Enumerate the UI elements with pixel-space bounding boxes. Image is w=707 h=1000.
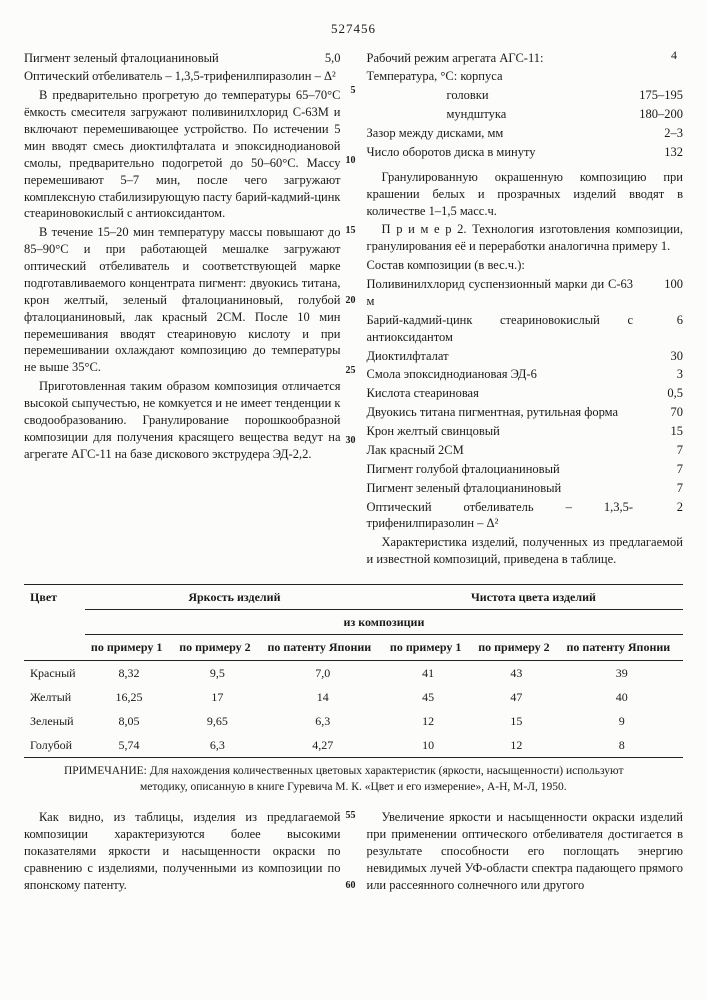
table-note: ПРИМЕЧАНИЕ: Для нахождения количественны… [64, 764, 683, 795]
th-b-japan: по патенту Японии [261, 635, 383, 660]
composition-title: Состав композиции (в вес.ч.): [367, 257, 684, 274]
para-lower-right: Увеличение яркости и насыщенности окраск… [367, 809, 684, 893]
para-granulation: Приготовленная таким образом композиция … [24, 378, 341, 462]
comp-6: Двуокись титана пигментная, рутильная фо… [367, 404, 684, 421]
th-from-composition: из композиции [85, 610, 683, 635]
cell-value: 41 [384, 660, 472, 685]
comp-11: Оптический отбеливатель – 1,3,5-трифенил… [367, 499, 684, 533]
table-row: Зеленый8,059,656,312159 [24, 709, 683, 733]
page-number: 4 [671, 47, 677, 63]
line-marker-20: 20 [346, 294, 356, 308]
th-purity: Чистота цвета изделий [384, 585, 683, 610]
th-p-ex1: по примеру 1 [384, 635, 472, 660]
cell-value: 9 [560, 709, 683, 733]
cell-value: 8 [560, 733, 683, 758]
upper-columns: 4 Пигмент зеленый фталоцианиновый 5,0 Оп… [24, 50, 683, 571]
table-row: Голубой5,746,34,2710128 [24, 733, 683, 758]
th-p-ex2: по примеру 2 [472, 635, 560, 660]
pigment-green-label: Пигмент зеленый фталоцианиновый [24, 50, 297, 67]
comp-9: Пигмент голубой фталоцианиновый7 [367, 461, 684, 478]
line-marker-5: 5 [351, 84, 356, 98]
note-label: ПРИМЕЧАНИЕ: [64, 765, 147, 777]
pigment-green-row: Пигмент зеленый фталоцианиновый 5,0 [24, 50, 341, 67]
lower-right-column: Увеличение яркости и насыщенности окраск… [367, 809, 684, 895]
comp-8: Лак красный 2СМ7 [367, 442, 684, 459]
ags-mode-title: Рабочий режим агрегата АГС-11: [367, 50, 684, 67]
comp-7: Крон желтый свинцовый15 [367, 423, 684, 440]
cell-color: Красный [24, 660, 85, 685]
th-p-japan: по патенту Японии [560, 635, 683, 660]
para-granulated: Гранулированную окрашенную композицию пр… [367, 169, 684, 220]
th-brightness: Яркость изделий [85, 585, 384, 610]
cell-color: Голубой [24, 733, 85, 758]
cell-value: 43 [472, 660, 560, 685]
cell-value: 47 [472, 685, 560, 709]
para-example2: П р и м е р 2. Технология изготовления к… [367, 221, 684, 255]
line-marker-55: 55 [346, 809, 356, 823]
cell-value: 6,3 [261, 709, 383, 733]
temp-corpus-label: Температура, °С: корпуса [367, 68, 684, 85]
lower-left-column: 55 Как видно, из таблицы, изделия из пре… [24, 809, 341, 895]
line-marker-15: 15 [346, 224, 356, 238]
comp-3: Диоктилфталат30 [367, 348, 684, 365]
line-marker-30: 30 [346, 434, 356, 448]
cell-value: 5,74 [85, 733, 173, 758]
cell-value: 15 [472, 709, 560, 733]
cell-value: 16,25 [85, 685, 173, 709]
cell-value: 39 [560, 660, 683, 685]
table-row: Красный8,329,57,0414339 [24, 660, 683, 685]
para-lower-left: Как видно, из таблицы, изделия из предла… [24, 809, 341, 893]
cell-value: 4,27 [261, 733, 383, 758]
temp-head-row: головки175–195 [367, 87, 684, 104]
comp-5: Кислота стеариновая0,5 [367, 385, 684, 402]
table-row: Желтый16,251714454740 [24, 685, 683, 709]
properties-table: Цвет Яркость изделий Чистота цвета издел… [24, 584, 683, 758]
line-marker-25: 25 [346, 364, 356, 378]
cell-value: 12 [384, 709, 472, 733]
cell-value: 6,3 [173, 733, 261, 758]
line-marker-10: 10 [346, 154, 356, 168]
table-body: Красный8,329,57,0414339Желтый16,25171445… [24, 660, 683, 758]
cell-value: 40 [560, 685, 683, 709]
line-marker-60: 60 [346, 879, 356, 893]
cell-value: 17 [173, 685, 261, 709]
cell-color: Зеленый [24, 709, 85, 733]
th-color: Цвет [24, 585, 85, 661]
comp-2: Барий-кадмий-цинк стеариновокислый с ант… [367, 312, 684, 346]
cell-value: 45 [384, 685, 472, 709]
comp-10: Пигмент зеленый фталоцианиновый7 [367, 480, 684, 497]
note-text: Для нахождения количественных цветовых х… [140, 765, 623, 793]
left-column: Пигмент зеленый фталоцианиновый 5,0 Опти… [24, 50, 341, 571]
document-number: 527456 [24, 20, 683, 38]
cell-value: 8,32 [85, 660, 173, 685]
cell-value: 8,05 [85, 709, 173, 733]
th-b-ex1: по примеру 1 [85, 635, 173, 660]
optical-brightener-line: Оптический отбеливатель – 1,3,5-трифенил… [24, 68, 341, 85]
cell-value: 10 [384, 733, 472, 758]
cell-color: Желтый [24, 685, 85, 709]
rpm-row: Число оборотов диска в минуту132 [367, 144, 684, 161]
comp-4: Смола эпоксиднодиановая ЭД-63 [367, 366, 684, 383]
para-preheat: В предварительно прогретую до температур… [24, 87, 341, 222]
cell-value: 9,5 [173, 660, 261, 685]
temp-die-row: мундштука180–200 [367, 106, 684, 123]
comp-1: Поливинилхлорид суспензионный марки ди С… [367, 276, 684, 310]
cell-value: 9,65 [173, 709, 261, 733]
right-column: Рабочий режим агрегата АГС-11: Температу… [367, 50, 684, 571]
para-characteristics: Характеристика изделий, полученных из пр… [367, 534, 684, 568]
cell-value: 7,0 [261, 660, 383, 685]
pigment-green-value: 5,0 [297, 50, 341, 67]
lower-columns: 55 Как видно, из таблицы, изделия из пре… [24, 809, 683, 895]
th-b-ex2: по примеру 2 [173, 635, 261, 660]
cell-value: 14 [261, 685, 383, 709]
cell-value: 12 [472, 733, 560, 758]
gap-row: Зазор между дисками, мм2–3 [367, 125, 684, 142]
para-temperature-raise: В течение 15–20 мин температуру массы по… [24, 224, 341, 376]
